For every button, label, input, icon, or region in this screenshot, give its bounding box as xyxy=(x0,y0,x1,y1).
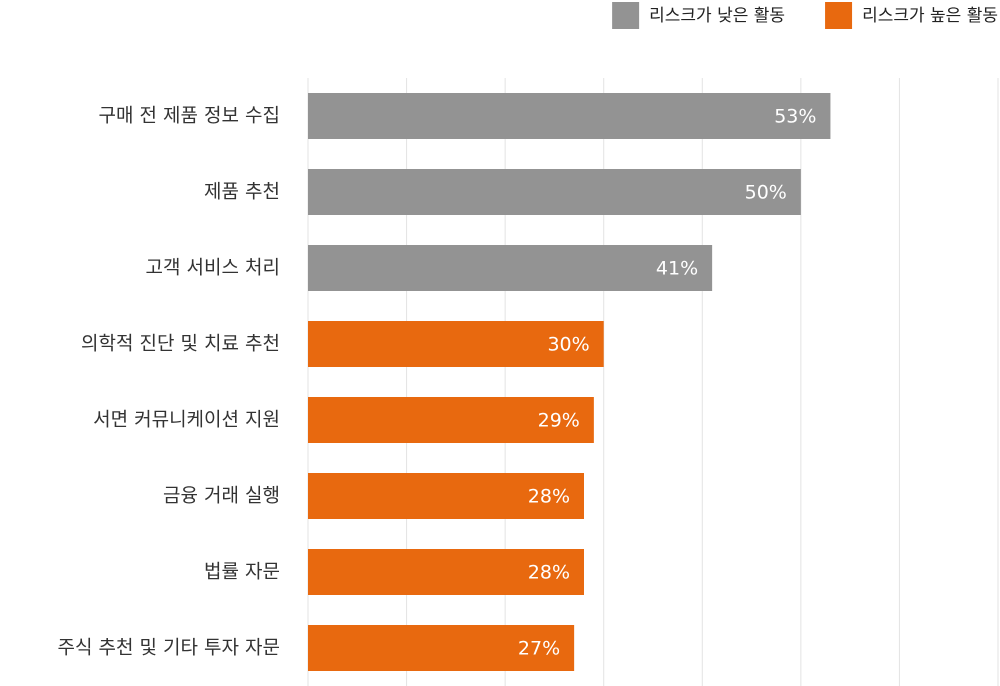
value-label: 27% xyxy=(518,638,560,660)
bar xyxy=(308,321,604,367)
legend-swatch xyxy=(825,2,853,29)
legend-swatch xyxy=(612,2,640,29)
bar xyxy=(308,625,575,671)
value-label: 41% xyxy=(656,258,698,280)
value-label: 50% xyxy=(745,182,787,204)
category-label: 서면 커뮤니케이션 지원 xyxy=(93,409,280,431)
category-label: 법률 자문 xyxy=(204,561,280,583)
legend-label: 리스크가 낮은 활동 xyxy=(649,6,785,26)
value-label: 30% xyxy=(547,334,589,356)
value-label: 28% xyxy=(528,486,570,508)
bar xyxy=(308,473,584,519)
bar xyxy=(308,549,584,595)
category-label: 금융 거래 실행 xyxy=(163,485,280,507)
legend-label: 리스크가 높은 활동 xyxy=(862,6,998,26)
category-label: 구매 전 제품 정보 수집 xyxy=(99,105,280,127)
bar xyxy=(308,93,831,139)
bar xyxy=(308,397,594,443)
value-label: 28% xyxy=(528,562,570,584)
bar xyxy=(308,169,801,215)
category-label: 주식 추천 및 기타 투자 자문 xyxy=(58,637,280,659)
category-label: 제품 추천 xyxy=(204,181,280,203)
value-label: 53% xyxy=(774,106,816,128)
bar xyxy=(308,245,713,291)
category-label: 의학적 진단 및 치료 추천 xyxy=(81,333,280,355)
category-label: 고객 서비스 처리 xyxy=(146,257,280,279)
value-label: 29% xyxy=(538,410,580,432)
